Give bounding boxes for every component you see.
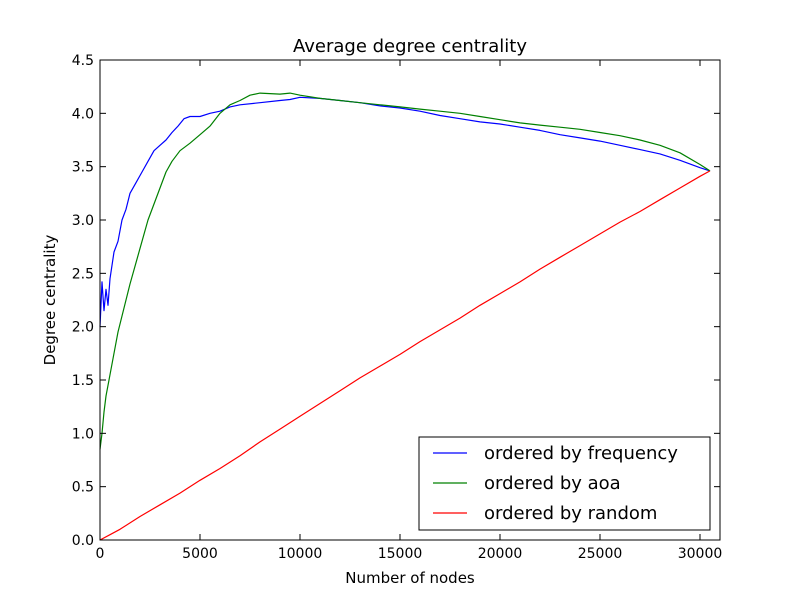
series-lines [99,92,711,541]
x-tick-label: 20000 [478,546,523,562]
x-tick-label: 10000 [278,546,323,562]
legend-label-0: ordered by frequency [484,443,678,464]
series-line-0 [99,96,711,327]
y-tick-label: 2.0 [72,320,94,336]
legend: ordered by frequency ordered by aoa ordere… [418,436,711,531]
x-tick-label: 0 [96,546,105,562]
series-line-1 [99,92,711,450]
y-tick-label: 1.0 [72,426,94,442]
legend-box [418,436,711,531]
x-tick-label: 25000 [578,546,623,562]
y-tick-label: 4.5 [72,53,94,69]
y-tick-label: 4.0 [72,106,94,122]
y-axis: 0.0 0.5 1.0 1.5 2.0 2.5 3.0 3.5 4.0 4.5 [72,53,720,549]
y-tick-label: 0.5 [72,480,94,496]
y-tick-label: 0.0 [72,533,94,549]
x-tick-label: 30000 [678,546,723,562]
legend-label-2: ordered by random [484,503,657,524]
y-tick-label: 1.5 [72,373,94,389]
x-tick-label: 15000 [378,546,423,562]
y-tick-label: 3.5 [72,160,94,176]
x-axis-label: Number of nodes [345,569,475,587]
x-tick-label: 5000 [182,546,218,562]
plot-frame [99,59,721,541]
y-tick-label: 2.5 [72,266,94,282]
series-line-2 [99,170,711,541]
x-axis: 0 5000 10000 15000 20000 25000 30000 [96,60,723,562]
y-axis-label: Degree centrality [41,235,59,366]
legend-label-1: ordered by aoa [484,473,621,494]
chart-title: Average degree centrality [293,36,527,57]
y-tick-label: 3.0 [72,213,94,229]
